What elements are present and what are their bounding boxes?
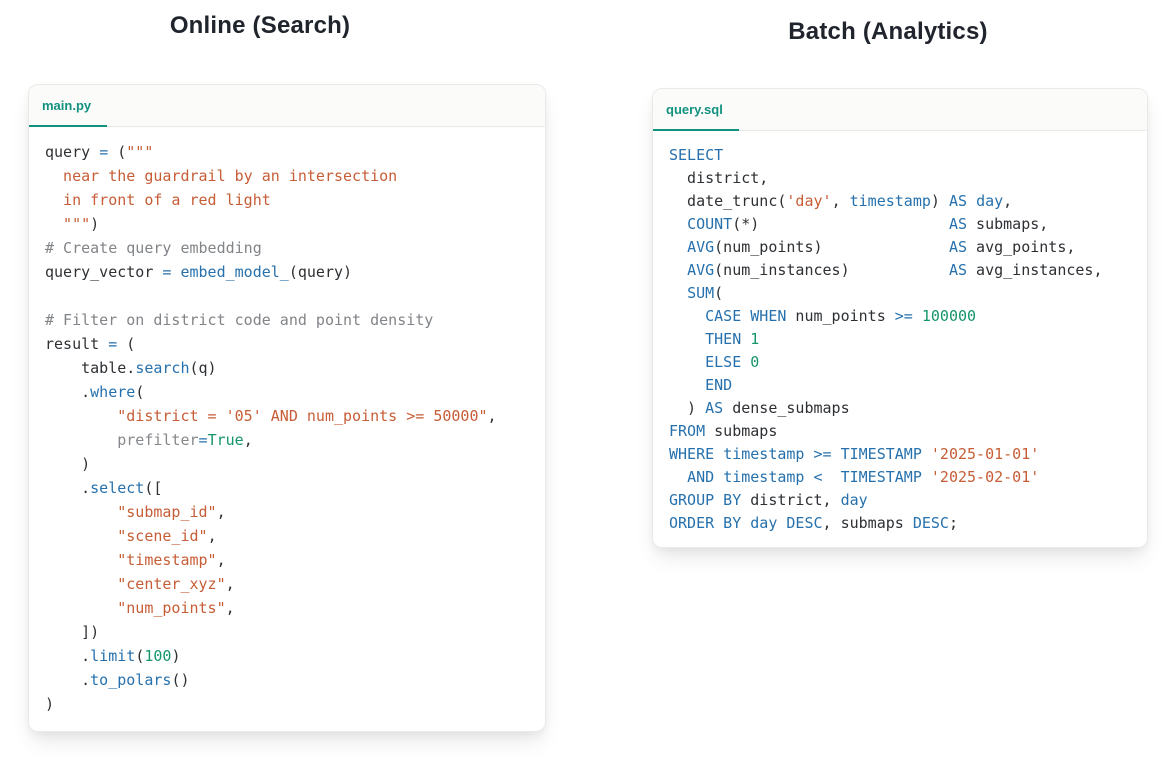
tab-main-py[interactable]: main.py xyxy=(29,85,108,127)
code-line: CASE WHEN num_points >= 100000 xyxy=(705,307,977,325)
code-line: ELSE 0 xyxy=(705,353,760,371)
code-line: ) xyxy=(45,455,91,473)
sql-code-area: SELECT district, date_trunc('day', times… xyxy=(653,131,1147,547)
code-line: "scene_id", xyxy=(45,527,217,545)
code-line: COUNT(*) AS submaps, xyxy=(687,215,1049,233)
code-line: "center_xyz", xyxy=(45,575,235,593)
code-line: "submap_id", xyxy=(45,503,226,521)
code-line: .where( xyxy=(45,383,145,401)
tab-query-sql[interactable]: query.sql xyxy=(653,89,739,131)
sql-code-card: query.sql SELECT district, date_trunc('d… xyxy=(652,88,1148,548)
code-line: # Filter on district code and point dens… xyxy=(45,311,434,329)
code-line: query_vector = embed_model_(query) xyxy=(45,263,353,281)
code-line: """) xyxy=(45,215,100,233)
code-line: FROM submaps xyxy=(669,422,778,440)
code-line xyxy=(45,284,529,308)
code-line: "timestamp", xyxy=(45,551,226,569)
code-line: SUM( xyxy=(687,284,724,302)
code-line: "num_points", xyxy=(45,599,235,617)
code-line: ) AS dense_submaps xyxy=(669,399,850,417)
code-line: ORDER BY day DESC, submaps DESC; xyxy=(669,514,958,532)
code-line: result = ( xyxy=(45,335,136,353)
left-column-title: Online (Search) xyxy=(169,12,351,39)
code-line: ) xyxy=(45,695,55,713)
code-line: AVG(num_points) AS avg_points, xyxy=(687,238,1076,256)
code-line: prefilter=True, xyxy=(45,431,253,449)
code-line: "district = '05' AND num_points >= 50000… xyxy=(45,407,497,425)
code-line: THEN 1 xyxy=(705,330,760,348)
code-line: WHERE timestamp >= TIMESTAMP '2025-01-01… xyxy=(669,445,1040,463)
python-code-area: query = (""" near the guardrail by an in… xyxy=(29,127,545,729)
sql-card-tab-bar: query.sql xyxy=(653,89,1147,131)
code-line: GROUP BY district, day xyxy=(669,491,868,509)
python-card-tab-bar: main.py xyxy=(29,85,545,127)
code-line: date_trunc('day', timestamp) AS day, xyxy=(669,192,1013,210)
code-line: AVG(num_instances) AS avg_instances, xyxy=(687,261,1103,279)
code-line: .to_polars() xyxy=(45,671,190,689)
code-line: ]) xyxy=(45,623,100,641)
code-line: query = (""" xyxy=(45,143,154,161)
code-line: SELECT xyxy=(669,146,724,164)
code-line: .limit(100) xyxy=(45,647,181,665)
code-line: table.search(q) xyxy=(45,359,217,377)
code-line: district, xyxy=(669,169,769,187)
code-line: near the guardrail by an intersection xyxy=(45,167,398,185)
code-line: END xyxy=(705,376,733,394)
code-line: # Create query embedding xyxy=(45,239,262,257)
code-line: in front of a red light xyxy=(45,191,271,209)
right-column-title: Batch (Analytics) xyxy=(788,18,988,45)
code-line: AND timestamp < TIMESTAMP '2025-02-01' xyxy=(687,468,1040,486)
code-line: .select([ xyxy=(45,479,163,497)
tab-query-sql-label: query.sql xyxy=(666,101,723,117)
tab-main-py-label: main.py xyxy=(42,97,92,113)
python-code-card: main.py query = (""" near the guardrail … xyxy=(28,84,546,732)
